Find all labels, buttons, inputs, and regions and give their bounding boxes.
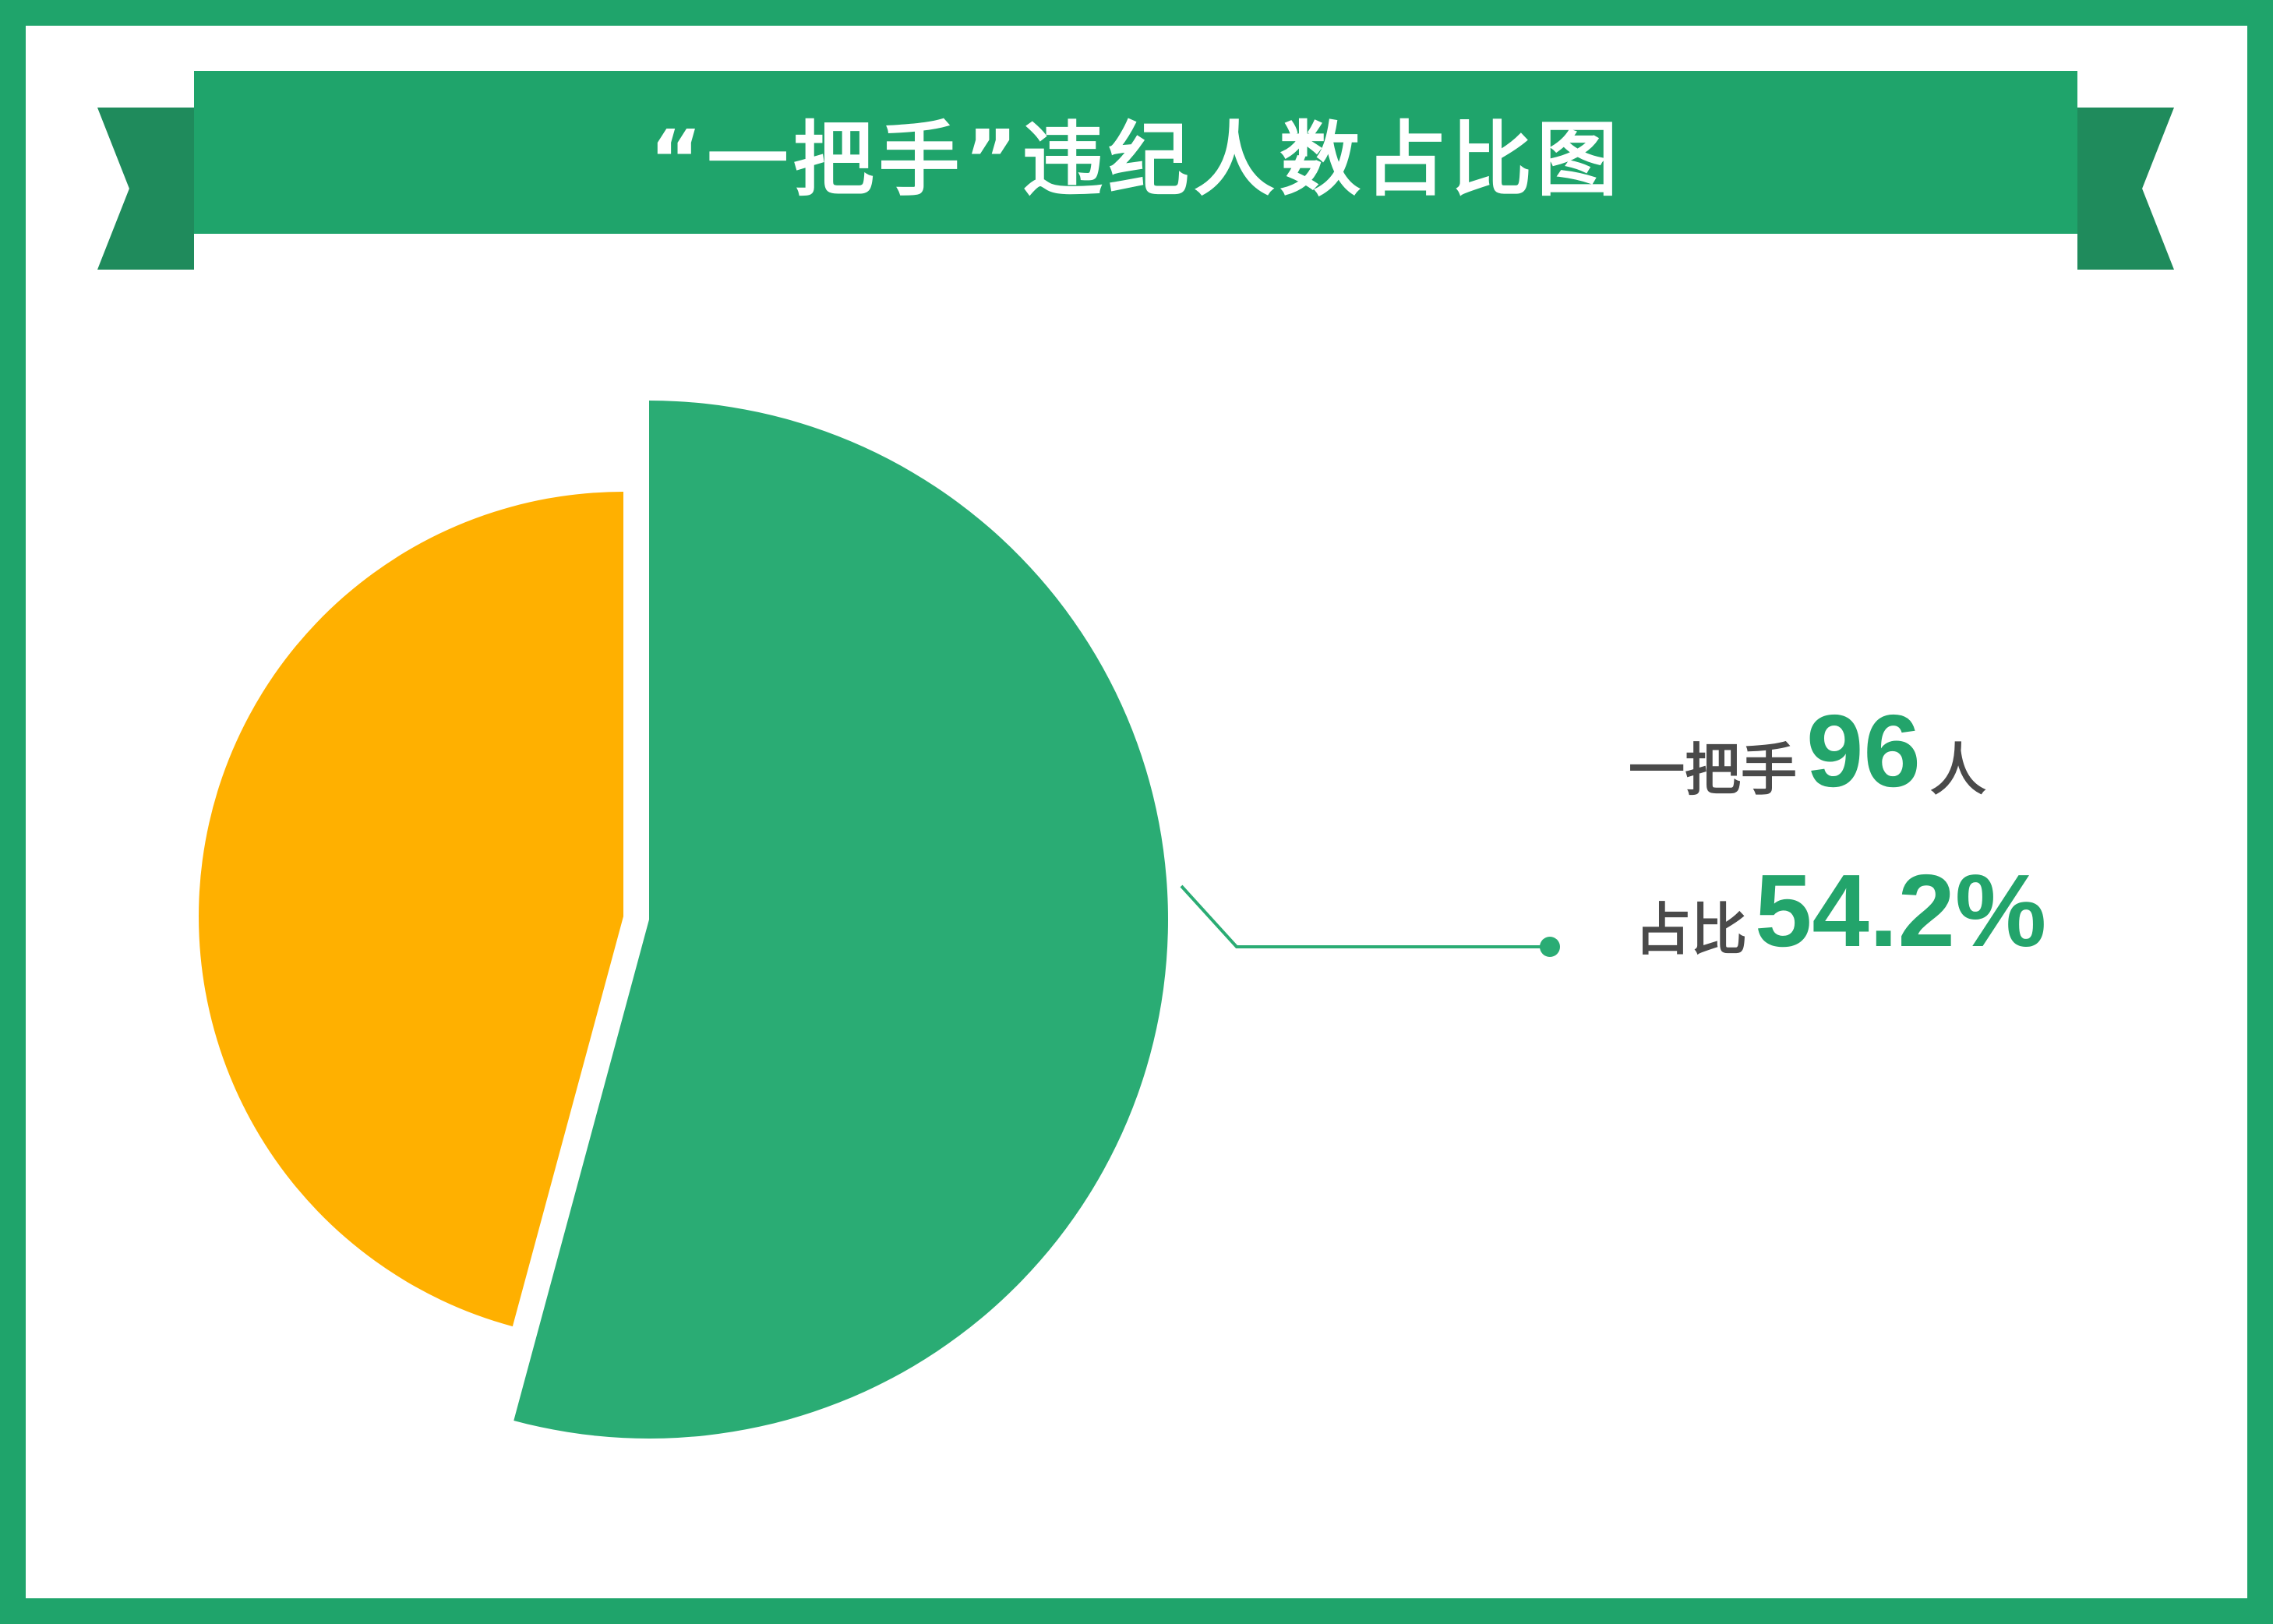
leader-dot [1540, 937, 1560, 957]
pie-slice-1 [514, 401, 1168, 1439]
count-label: 一把手 [1629, 736, 1798, 803]
percent-annotation: 占比 54.2% [1635, 853, 2047, 968]
percent-label: 占比 [1635, 896, 1748, 962]
leader-line [1180, 884, 1548, 948]
percent-value: 54.2% [1755, 853, 2047, 968]
title-banner: “一把手”违纪人数占比图 [194, 71, 2077, 234]
count-annotation: 一把手 96 人 [1629, 694, 1986, 808]
count-value: 96 [1806, 694, 1921, 808]
chart-title: “一把手”违纪人数占比图 [649, 112, 1622, 207]
count-unit: 人 [1929, 736, 1986, 803]
pie-slice-2 [199, 492, 623, 1327]
